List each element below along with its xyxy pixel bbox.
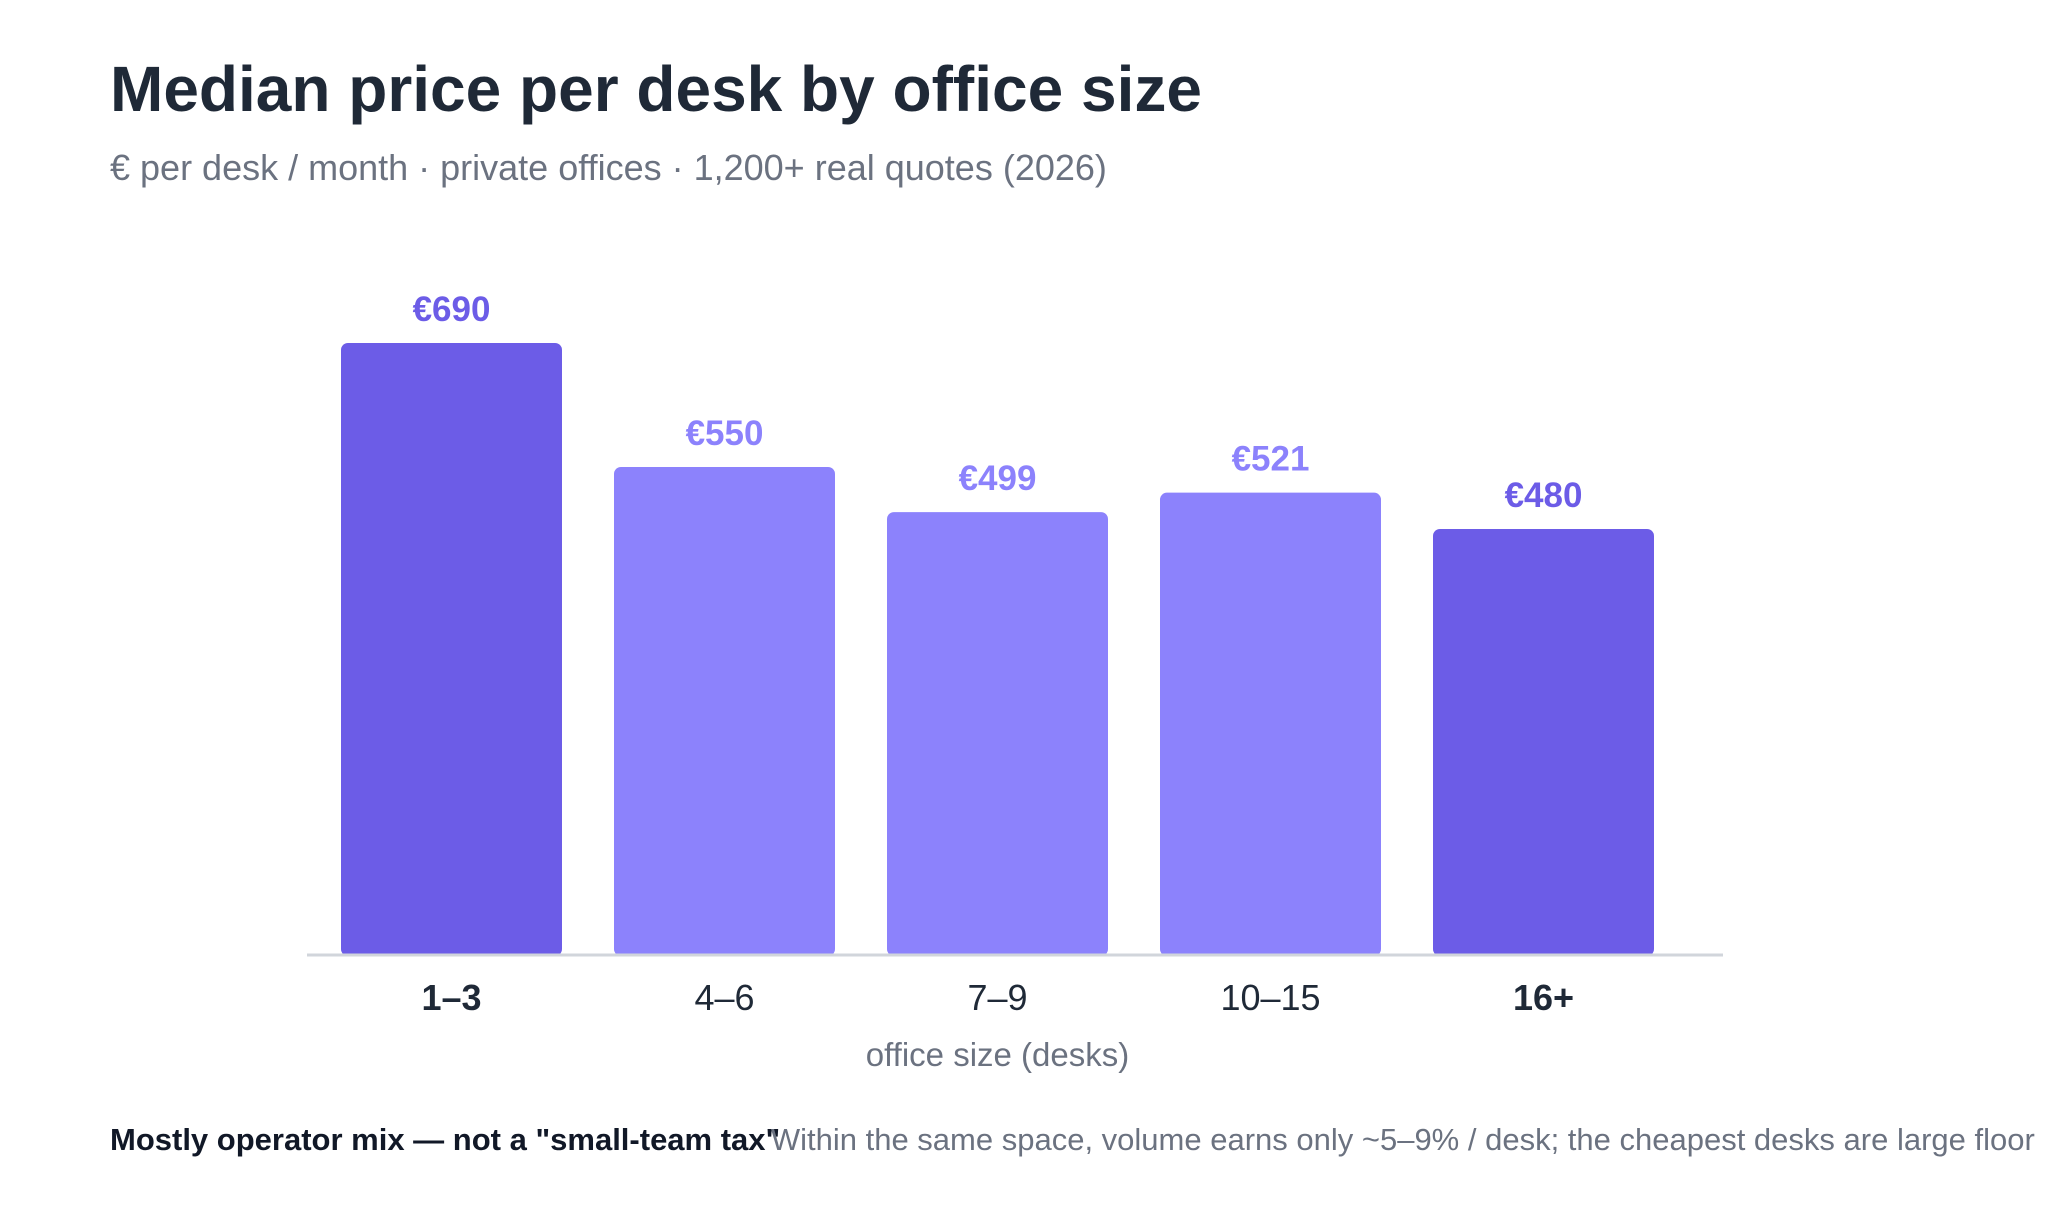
x-tick-label-5: 16+: [1513, 977, 1574, 1018]
x-tick-label-4: 10–15: [1220, 977, 1320, 1018]
footnote: Mostly operator mix — not a "small-team …: [110, 1122, 2035, 1158]
footnote-lead: Mostly operator mix — not a "small-team …: [110, 1122, 781, 1157]
value-label-2: €550: [686, 414, 764, 453]
value-label-3: €499: [959, 459, 1037, 498]
x-tick-label-2: 4–6: [694, 977, 754, 1018]
value-label-1: €690: [413, 290, 491, 329]
bar-5: [1433, 528, 1654, 956]
bar-2: [614, 466, 835, 956]
value-label-4: €521: [1232, 440, 1310, 479]
x-tick-label-1: 1–3: [421, 977, 481, 1018]
x-axis-title: office size (desks): [866, 1036, 1129, 1073]
chart-subtitle: € per desk / month · private offices · 1…: [110, 147, 1107, 188]
bar-4: [1160, 492, 1381, 956]
chart-title: Median price per desk by office size: [110, 53, 1202, 125]
bar-3: [887, 512, 1108, 956]
value-label-5: €480: [1505, 476, 1583, 515]
footnote-body: Within the same space, volume earns only…: [770, 1122, 2035, 1157]
bars-group: [341, 343, 1654, 956]
labels-group: €690 1–3 €550 4–6 €499 7–9 €521 10–15 €480 16+: [413, 290, 1583, 1018]
x-tick-label-3: 7–9: [967, 977, 1027, 1018]
bar-1: [341, 343, 562, 956]
